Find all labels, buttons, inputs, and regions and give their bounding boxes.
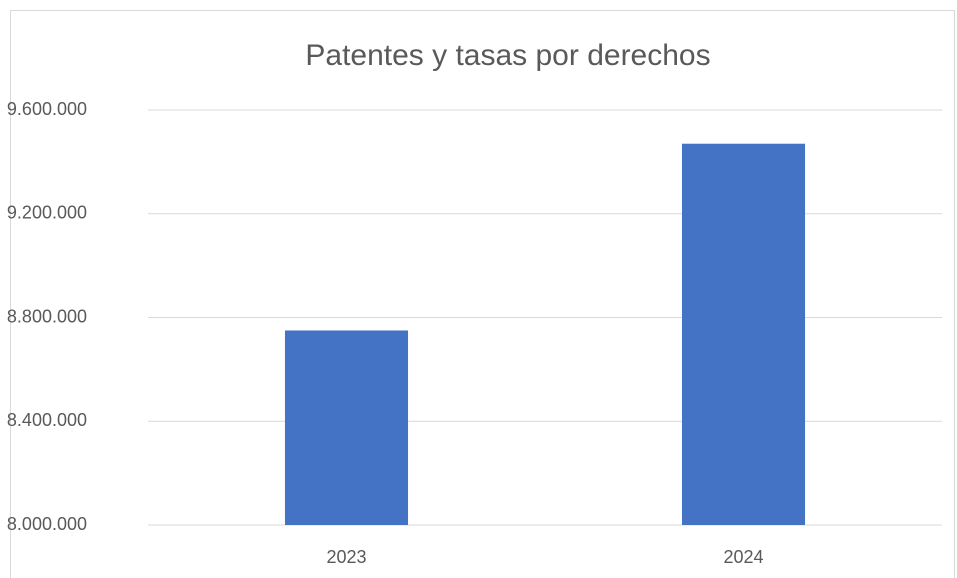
bar <box>284 330 409 525</box>
y-tick-label: 8.800.000 <box>7 306 87 326</box>
x-tick-label: 2023 <box>326 547 366 567</box>
bar <box>681 143 806 525</box>
y-tick-label: 8.000.000 <box>7 514 87 534</box>
y-tick-label: 8.400.000 <box>7 410 87 430</box>
chart-title: Patentes y tasas por derechos <box>305 39 710 72</box>
x-tick-label: 2024 <box>723 547 763 567</box>
y-tick-label: 9.200.000 <box>7 203 87 223</box>
chart-frame <box>10 10 955 578</box>
y-tick-label: 9.600.000 <box>7 99 87 119</box>
